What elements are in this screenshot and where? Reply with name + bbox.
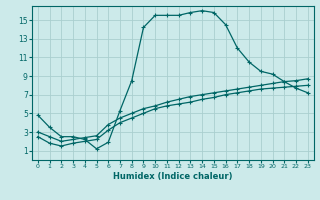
X-axis label: Humidex (Indice chaleur): Humidex (Indice chaleur) [113, 172, 233, 181]
